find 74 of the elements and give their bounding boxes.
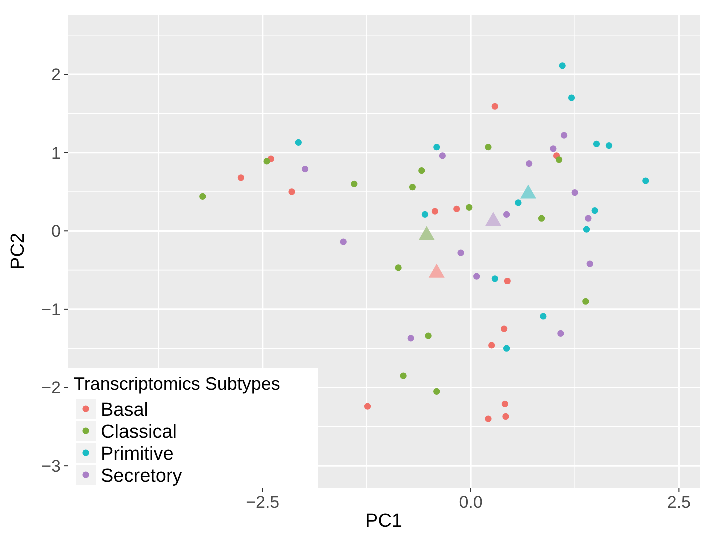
point bbox=[560, 132, 568, 139]
x-tick-label: 0.0 bbox=[459, 493, 483, 512]
point bbox=[540, 313, 547, 320]
point bbox=[409, 184, 416, 191]
y-tick-label: −3 bbox=[42, 457, 61, 476]
point bbox=[515, 200, 522, 206]
point bbox=[395, 264, 402, 272]
y-tick-label: 0 bbox=[52, 222, 61, 242]
point bbox=[492, 103, 498, 110]
legend-title: Transcriptomics Subtypes bbox=[74, 374, 280, 394]
x-tick-label: 2.5 bbox=[667, 493, 692, 512]
x-axis-title: PC1 bbox=[366, 511, 402, 532]
point bbox=[364, 403, 372, 410]
point bbox=[295, 139, 302, 146]
point bbox=[550, 146, 557, 152]
y-tick-label: 2 bbox=[52, 65, 61, 84]
legend-label: Secretory bbox=[101, 466, 183, 487]
point bbox=[556, 156, 563, 164]
point bbox=[485, 144, 492, 151]
point bbox=[592, 207, 598, 214]
point bbox=[501, 326, 508, 332]
point bbox=[586, 260, 594, 268]
point bbox=[425, 332, 432, 340]
point bbox=[485, 416, 492, 422]
point bbox=[568, 94, 576, 102]
point bbox=[504, 278, 511, 285]
point bbox=[488, 342, 496, 349]
y-axis-title: PC2 bbox=[8, 233, 29, 270]
point bbox=[418, 226, 435, 240]
legend-label: Classical bbox=[101, 422, 178, 443]
point bbox=[466, 204, 473, 211]
point bbox=[200, 193, 206, 200]
point bbox=[454, 206, 460, 213]
point bbox=[538, 215, 546, 222]
point bbox=[422, 211, 429, 218]
point bbox=[302, 166, 309, 173]
point bbox=[558, 330, 564, 338]
point bbox=[408, 335, 414, 342]
point bbox=[559, 62, 566, 70]
point bbox=[432, 208, 439, 215]
point bbox=[585, 215, 592, 222]
point bbox=[400, 372, 407, 380]
point bbox=[439, 152, 446, 160]
point bbox=[642, 178, 650, 184]
point bbox=[238, 174, 244, 182]
point bbox=[593, 140, 600, 148]
point bbox=[485, 212, 502, 226]
point bbox=[288, 188, 296, 196]
point bbox=[504, 211, 510, 218]
point bbox=[582, 298, 590, 305]
point bbox=[418, 168, 426, 174]
y-tick-label: −2 bbox=[42, 378, 61, 398]
point bbox=[428, 264, 445, 278]
point bbox=[526, 160, 533, 168]
point bbox=[340, 238, 347, 246]
point bbox=[458, 250, 464, 256]
x-tick-label: −2.5 bbox=[246, 493, 280, 512]
point bbox=[606, 142, 613, 150]
legend-label: Primitive bbox=[101, 444, 174, 465]
point bbox=[264, 158, 270, 165]
point bbox=[434, 388, 440, 395]
point bbox=[474, 273, 480, 280]
y-tick-label: −1 bbox=[42, 300, 61, 320]
point bbox=[502, 413, 510, 420]
point bbox=[520, 184, 536, 199]
point bbox=[351, 180, 358, 188]
point bbox=[504, 345, 510, 352]
point bbox=[502, 400, 508, 408]
legend-label: Basal bbox=[101, 400, 149, 421]
point bbox=[492, 276, 498, 282]
point bbox=[572, 189, 578, 196]
point bbox=[583, 226, 590, 233]
point bbox=[434, 144, 440, 151]
y-tick-label: 1 bbox=[52, 144, 61, 163]
